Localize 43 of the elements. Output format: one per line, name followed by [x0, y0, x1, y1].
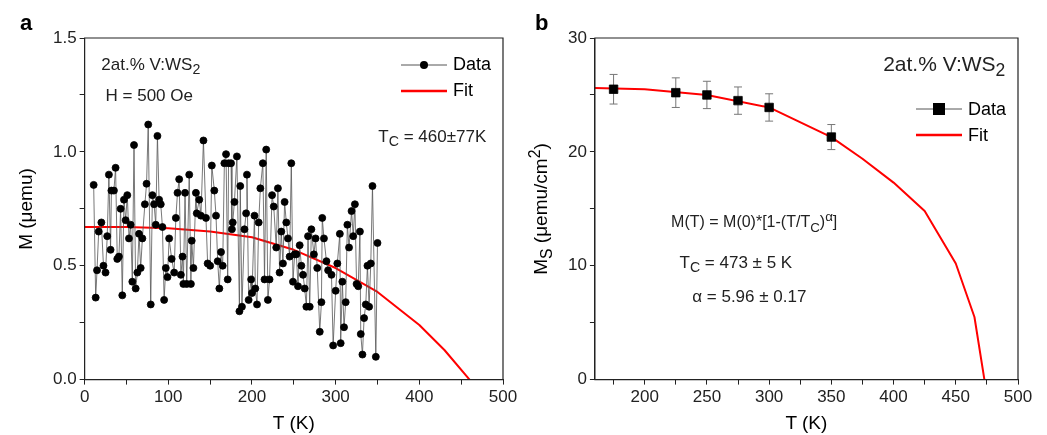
- y-tick-label: 1.0: [52, 141, 77, 161]
- legend-label: Data: [967, 98, 1006, 120]
- x-tick-label: 500: [488, 387, 518, 407]
- x-tick-label: 200: [237, 387, 267, 407]
- point: [702, 90, 712, 100]
- x-axis-title: T (K): [784, 411, 829, 434]
- legend-label: Data: [452, 54, 491, 76]
- y-axis-title: M (μemu): [15, 167, 37, 250]
- y-tick-label: 20: [567, 141, 587, 161]
- point: [733, 95, 743, 106]
- y-tick-label: 0.5: [52, 255, 77, 275]
- annotation: H = 500 Oe: [105, 85, 193, 106]
- point: [608, 84, 619, 94]
- point: [826, 132, 836, 142]
- y-tick-label: 1.5: [52, 27, 77, 47]
- annotation: 2at.% V:WS$_{2}$: [883, 51, 1006, 81]
- x-tick-label: 300: [754, 387, 784, 407]
- x-axis-title: T (K): [271, 411, 316, 434]
- point: [764, 102, 774, 113]
- annotation: 2at.% V:WS$_{2}$: [101, 55, 201, 78]
- annotation: α = 5.96 ± 0.17: [692, 287, 807, 308]
- point: [671, 88, 681, 98]
- annotation: M(T) = M(0)*[1-(T/T$_{C}$)$^{α}$]: [671, 208, 838, 235]
- legend-label: Fit: [452, 80, 473, 102]
- chart-title: b: [535, 10, 549, 36]
- chart-title: a: [20, 10, 33, 36]
- x-tick-label: 300: [321, 387, 350, 407]
- y-tick-label: 30: [567, 27, 587, 47]
- annotation: T$_{C}$ = 473 ± 5 K: [679, 253, 793, 276]
- x-tick-label: 400: [879, 387, 908, 407]
- x-tick-label: 100: [154, 387, 183, 407]
- x-tick-label: 350: [817, 387, 846, 407]
- x-tick-label: 500: [1003, 387, 1033, 407]
- annotation: T$_{C}$ = 460±77K: [378, 126, 487, 150]
- legend-label: Fit: [967, 124, 988, 146]
- x-tick-label: 400: [405, 387, 434, 407]
- x-tick-label: 250: [692, 387, 722, 407]
- x-tick-label: 200: [630, 387, 659, 407]
- x-tick-label: 450: [941, 387, 970, 407]
- x-tick-label: 0: [79, 387, 90, 407]
- y-tick-label: 10: [567, 255, 587, 275]
- y-tick-label: 0: [577, 369, 587, 389]
- y-tick-label: 0.0: [52, 369, 77, 389]
